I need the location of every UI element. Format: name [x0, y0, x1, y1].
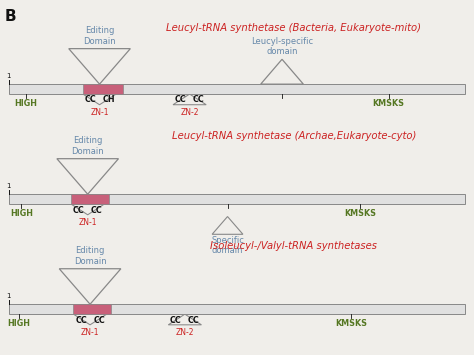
Text: CC: CC [91, 206, 102, 214]
Bar [73, 304, 111, 314]
Text: Leucyl-tRNA synthetase (Archae,Eukaryote-cyto): Leucyl-tRNA synthetase (Archae,Eukaryote… [172, 131, 416, 141]
Text: ZN-1: ZN-1 [90, 108, 109, 117]
Text: HIGH: HIGH [10, 209, 33, 218]
Text: CC: CC [93, 316, 105, 324]
Bar [9, 194, 465, 204]
Bar [71, 194, 109, 204]
Text: KMSKS: KMSKS [373, 99, 405, 108]
Text: 1: 1 [6, 293, 11, 299]
Text: CC: CC [75, 316, 87, 324]
Bar [9, 84, 465, 94]
Text: ZN-1: ZN-1 [81, 328, 100, 337]
Text: B: B [5, 9, 17, 24]
Text: Isoleucyl-/Valyl-tRNA synthetases: Isoleucyl-/Valyl-tRNA synthetases [210, 241, 377, 251]
Text: CC: CC [193, 95, 204, 104]
Text: Editing
Domain: Editing Domain [72, 136, 104, 156]
Text: 1: 1 [6, 73, 11, 79]
Text: CC: CC [73, 206, 84, 214]
Text: ZN-1: ZN-1 [78, 218, 97, 227]
Bar [9, 304, 465, 314]
Text: CC: CC [175, 95, 186, 104]
Text: KMSKS: KMSKS [335, 319, 367, 328]
Text: KMSKS: KMSKS [344, 209, 376, 218]
Text: Editing
Domain: Editing Domain [74, 246, 106, 266]
Text: CC: CC [170, 316, 182, 324]
Text: Editing
Domain: Editing Domain [83, 26, 116, 46]
Bar [83, 84, 123, 94]
Text: HIGH: HIGH [15, 99, 37, 108]
Text: HIGH: HIGH [8, 319, 30, 328]
Text: Leucyl-tRNA synthetase (Bacteria, Eukaryote-mito): Leucyl-tRNA synthetase (Bacteria, Eukary… [166, 23, 421, 33]
Text: ZN-2: ZN-2 [180, 108, 199, 117]
Text: CC: CC [188, 316, 200, 324]
Text: Specific
domain: Specific domain [211, 236, 244, 256]
Text: ZN-2: ZN-2 [175, 328, 194, 337]
Text: CC: CC [85, 95, 96, 104]
Text: Leucyl-specific
domain: Leucyl-specific domain [251, 37, 313, 56]
Text: 1: 1 [6, 183, 11, 189]
Text: CH: CH [102, 95, 115, 104]
